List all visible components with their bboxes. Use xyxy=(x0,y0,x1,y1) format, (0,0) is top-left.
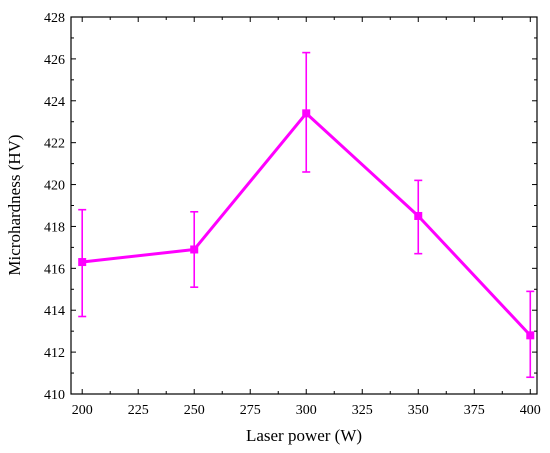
y-tick-label: 416 xyxy=(44,262,65,277)
data-point-marker xyxy=(78,258,87,267)
x-tick-label: 400 xyxy=(520,403,541,418)
x-axis-ticks: 200 225 250 275 300 325 350 375 400 xyxy=(72,17,541,418)
x-tick-label: 200 xyxy=(72,403,93,418)
data-point-marker xyxy=(302,109,311,118)
plot-area-border xyxy=(70,16,538,395)
x-tick-label: 225 xyxy=(128,403,149,418)
x-axis-label: Laser power (W) xyxy=(246,426,362,445)
error-bars xyxy=(78,51,535,379)
x-tick-label: 325 xyxy=(352,403,373,418)
x-tick-label: 250 xyxy=(184,403,205,418)
data-markers xyxy=(78,109,535,340)
y-tick-label: 414 xyxy=(44,304,65,319)
x-tick-label: 375 xyxy=(464,403,485,418)
y-tick-label: 410 xyxy=(44,388,65,403)
x-tick-label: 275 xyxy=(240,403,261,418)
data-point-marker xyxy=(526,331,535,340)
y-tick-label: 424 xyxy=(44,95,65,110)
y-tick-label: 428 xyxy=(44,11,65,26)
y-tick-label: 412 xyxy=(44,346,65,361)
x-tick-label: 350 xyxy=(408,403,429,418)
y-tick-label: 420 xyxy=(44,179,65,194)
y-tick-label: 422 xyxy=(44,137,65,152)
y-axis-label: Microhardness (HV) xyxy=(5,134,24,275)
y-axis-ticks: 410 412 414 416 418 420 422 424 426 428 xyxy=(44,11,537,403)
plot-frame xyxy=(70,16,538,395)
x-tick-label: 300 xyxy=(296,403,317,418)
data-point-marker xyxy=(414,211,423,220)
data-point-marker xyxy=(190,245,199,254)
y-tick-label: 418 xyxy=(44,220,65,235)
y-tick-label: 426 xyxy=(44,53,65,68)
